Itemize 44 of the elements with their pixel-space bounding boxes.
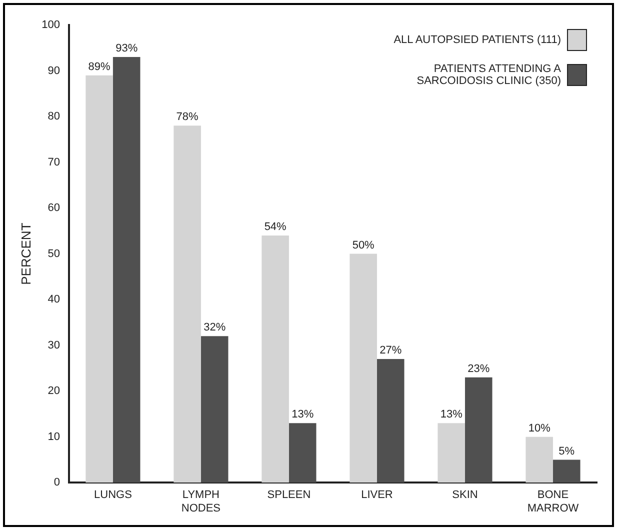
y-tick-label: 50 — [48, 248, 60, 260]
x-tick-label: LUNGS — [94, 489, 132, 502]
bar — [376, 359, 404, 483]
data-label: 5% — [558, 445, 575, 458]
data-label: 93% — [116, 42, 138, 55]
y-tick-label: 80 — [48, 110, 60, 123]
x-tick-label: LYMPH NODES — [181, 489, 221, 514]
y-axis-title: PERCENT — [18, 222, 34, 285]
y-tick-label: 70 — [48, 156, 60, 168]
legend-label: ALL AUTOPSIED PATIENTS (111) — [394, 34, 561, 46]
y-tick-label: 60 — [48, 202, 60, 214]
x-tick-label: LIVER — [361, 489, 393, 502]
y-tick-label: 10 — [48, 430, 60, 443]
data-label: 78% — [176, 111, 199, 124]
data-label: 32% — [204, 322, 226, 334]
bar — [112, 57, 140, 483]
data-label: 89% — [88, 60, 111, 73]
y-tick-label: 30 — [48, 339, 60, 352]
bar — [200, 336, 228, 483]
data-label: 10% — [528, 422, 551, 434]
bar — [174, 126, 201, 483]
bar — [464, 377, 492, 483]
bar — [288, 423, 316, 483]
y-tick-label: 90 — [48, 64, 60, 77]
bar — [86, 75, 113, 483]
data-label: 13% — [440, 408, 463, 421]
y-tick-label: 0 — [54, 476, 60, 489]
x-tick-label: SPLEEN — [267, 489, 311, 502]
x-tick-label: SKIN — [452, 489, 478, 502]
legend-label: PATIENTS ATTENDING A SARCOIDOSIS CLINIC (350) — [416, 63, 561, 87]
bar — [350, 254, 377, 483]
bar — [552, 460, 580, 483]
data-label: 27% — [380, 344, 402, 357]
y-tick-label: 100 — [42, 19, 60, 32]
data-label: 54% — [264, 221, 287, 234]
y-tick-label: 40 — [48, 294, 60, 306]
bar — [438, 423, 465, 483]
data-label: 50% — [352, 239, 375, 252]
y-tick-label: 20 — [48, 385, 60, 398]
x-tick-label: BONE MARROW — [527, 489, 580, 514]
bar — [526, 436, 553, 483]
data-label: 23% — [468, 362, 490, 375]
data-label: 13% — [292, 408, 314, 421]
bar — [262, 235, 289, 483]
